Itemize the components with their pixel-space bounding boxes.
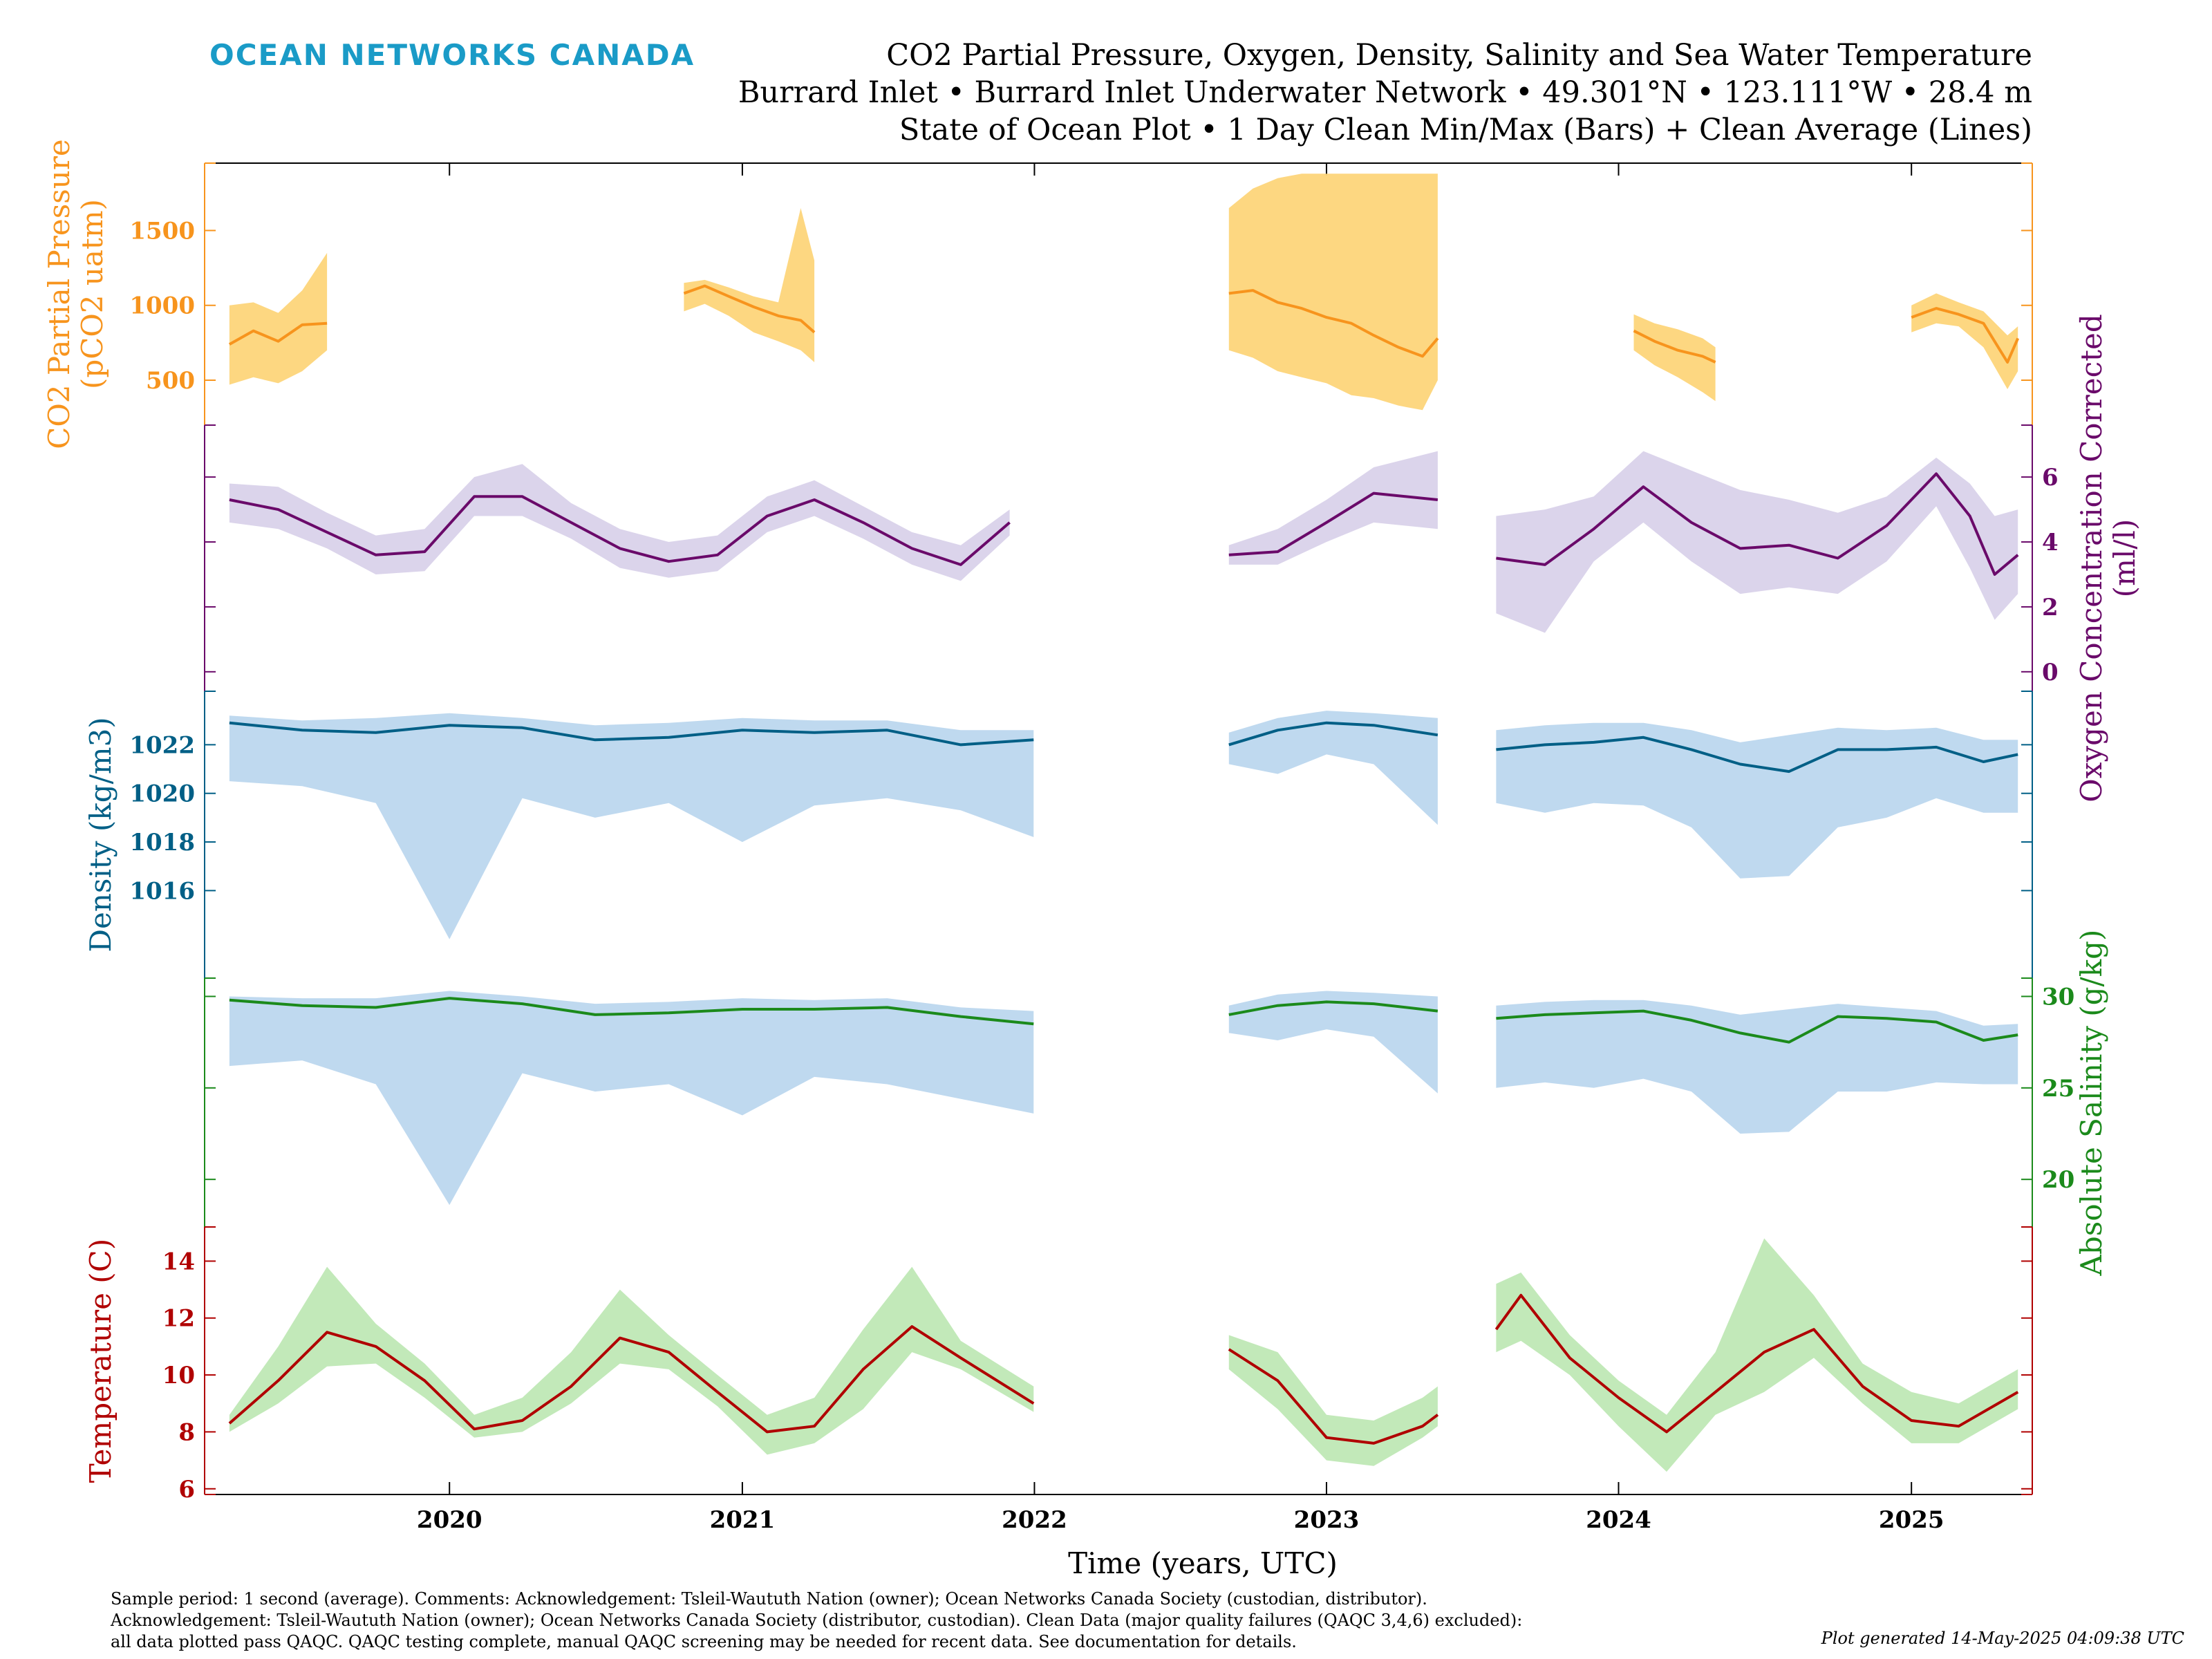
brand-logo: OCEAN NETWORKS CANADA (209, 38, 695, 72)
x-axis-label: Time (years, UTC) (1068, 1546, 1338, 1580)
chart-title: CO2 Partial Pressure, Oxygen, Density, S… (886, 38, 2032, 73)
oxygen-tick-label: 2 (2042, 594, 2059, 621)
oxygen-minmax-band (229, 464, 1010, 581)
salinity-minmax-band (1496, 1000, 2018, 1134)
salinity-tick-label: 25 (2042, 1075, 2074, 1103)
x-tick-label: 2025 (1879, 1506, 1944, 1534)
footer-note: Sample period: 1 second (average). Comme… (111, 1588, 1811, 1653)
oxygen-axis-title: Oxygen Concentration Corrected (2074, 314, 2108, 802)
oxygen-minmax-band (1496, 451, 2018, 633)
temperature-average-line (228, 1325, 1035, 1434)
x-tick-label: 2021 (710, 1506, 776, 1534)
co2-minmax-band (1633, 314, 1716, 402)
salinity-panel: 20 25 30 Absolute Salinity (g/kg) (204, 930, 2108, 1277)
co2-average-line (228, 321, 328, 346)
co2-minmax-band (1911, 293, 2018, 389)
density-minmax-band (229, 713, 1034, 939)
co2-minmax-band (1228, 174, 1438, 411)
co2-tick-label: 1000 (129, 292, 195, 320)
oxygen-tick-label: 0 (2042, 659, 2059, 686)
density-tick-label: 1018 (129, 829, 195, 856)
oxygen-average-line (229, 495, 1011, 566)
co2-average-line (683, 284, 816, 334)
salinity-tick-label: 30 (2042, 983, 2074, 1011)
oxygen-average-line (1228, 491, 1438, 556)
co2-tick-label: 500 (146, 367, 195, 395)
density-average-line (229, 721, 1034, 747)
density-minmax-band (1496, 722, 2018, 879)
density-panel: 1016 1018 1020 1022 Density (kg/m3) (84, 691, 2033, 979)
oxygen-tick-label: 4 (2042, 529, 2059, 556)
x-tick-label: 2022 (1002, 1506, 1067, 1534)
oxygen-tick-label: 6 (2042, 464, 2059, 491)
x-tick-label: 2020 (417, 1506, 482, 1534)
chart-subtitle-plot-type: State of Ocean Plot • 1 Day Clean Min/Ma… (899, 113, 2032, 147)
temperature-axis-title: Temperature (C) (84, 1239, 118, 1483)
temperature-minmax-band (1228, 1335, 1438, 1466)
temperature-tick-label: 12 (162, 1305, 195, 1333)
co2-average-line (1911, 307, 2020, 364)
x-tick-label: 2024 (1586, 1506, 1651, 1534)
salinity-tick-label: 20 (2042, 1166, 2074, 1194)
temperature-tick-label: 6 (178, 1476, 195, 1503)
density-tick-label: 1016 (129, 877, 195, 905)
salinity-axis-title: Absolute Salinity (g/kg) (2074, 930, 2108, 1277)
temperature-average-line (1494, 1293, 2019, 1434)
salinity-average-line (1228, 1000, 1438, 1016)
co2-minmax-band (229, 252, 328, 385)
co2-axis-title: (pCO2 uatm) (75, 199, 109, 389)
footer-line: Sample period: 1 second (average). Comme… (111, 1589, 1427, 1609)
co2-average-line (1228, 289, 1439, 358)
temperature-panel: 6 8 10 12 14 Temperature (C) (84, 1226, 2033, 1503)
co2-axis-title: CO2 Partial Pressure (42, 139, 76, 449)
density-average-line (1228, 721, 1438, 747)
x-tick-label: 2023 (1294, 1506, 1360, 1534)
salinity-average-line (1496, 1009, 2018, 1044)
oxygen-minmax-band (1228, 451, 1438, 565)
co2-tick-label: 1500 (129, 217, 195, 245)
density-minmax-band (1228, 711, 1438, 825)
temperature-tick-label: 10 (162, 1362, 195, 1389)
generated-timestamp: Plot generated 14-May-2025 04:09:38 UTC (1821, 1629, 2184, 1648)
density-average-line (1496, 735, 2018, 774)
density-tick-label: 1022 (129, 731, 195, 759)
footer-line: all data plotted pass QAQC. QAQC testing… (111, 1632, 1297, 1651)
footer-line: Acknowledgement: Tsleil-Waututh Nation (… (111, 1611, 1523, 1630)
temperature-tick-label: 14 (162, 1248, 195, 1275)
temperature-minmax-band (1496, 1238, 2018, 1472)
salinity-minmax-band (1228, 991, 1438, 1094)
oxygen-axis-title: (ml/l) (2108, 519, 2141, 598)
co2-panel: 500 1000 1500 CO2 Partial Pressure (pCO2 uat… (42, 139, 2033, 449)
oxygen-panel: 0 2 4 6 Oxygen Concentration Corrected (ml/l) (204, 314, 2141, 803)
temperature-average-line (1228, 1348, 1439, 1445)
co2-average-line (1633, 329, 1716, 364)
temperature-tick-label: 8 (178, 1418, 195, 1446)
temperature-minmax-band (229, 1266, 1034, 1455)
salinity-average-line (229, 997, 1034, 1026)
co2-minmax-band (684, 208, 815, 362)
density-axis-title: Density (kg/m3) (84, 717, 118, 952)
density-tick-label: 1020 (129, 780, 195, 808)
oxygen-average-line (1496, 472, 2019, 576)
chart-subtitle-location: Burrard Inlet • Burrard Inlet Underwater… (738, 75, 2032, 110)
salinity-minmax-band (229, 991, 1034, 1206)
